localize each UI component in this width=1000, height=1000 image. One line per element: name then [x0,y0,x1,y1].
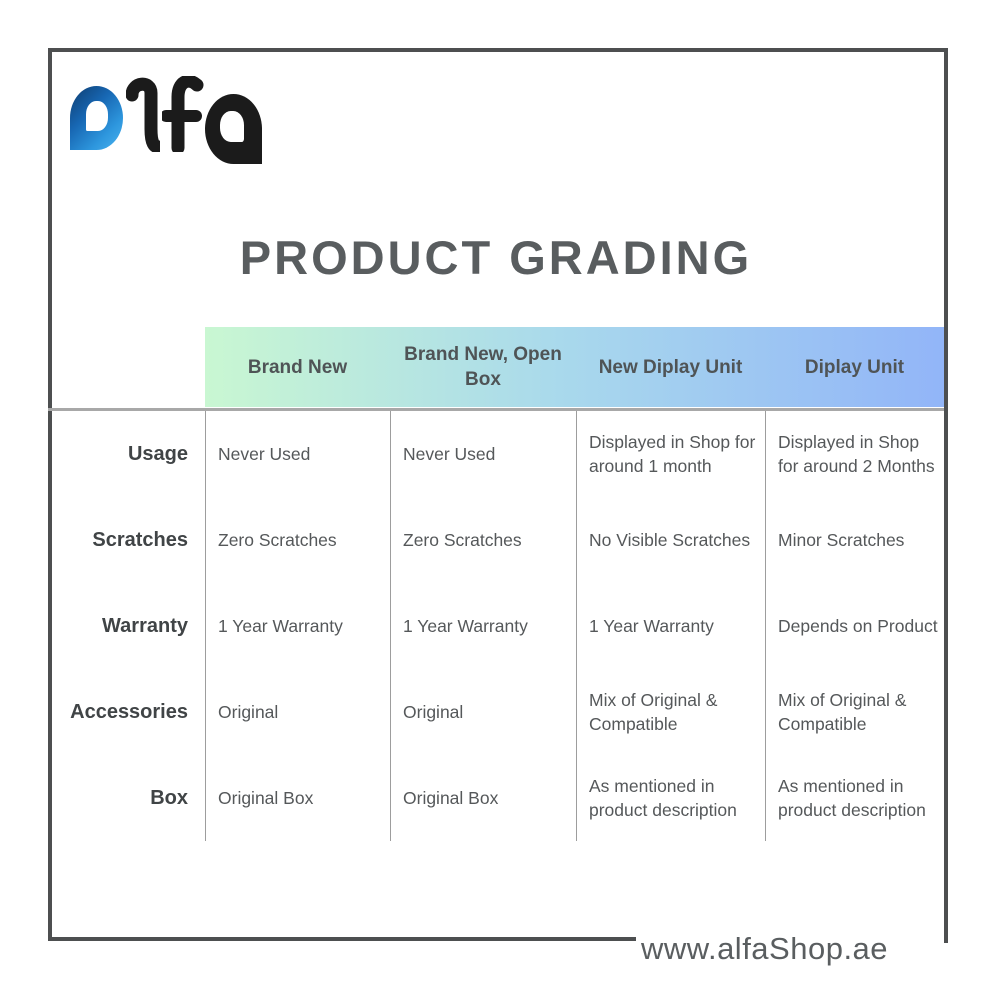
table-cell: Displayed in Shop for around 2 Months [765,411,944,497]
table-cell: 1 Year Warranty [576,583,765,669]
table-cell: Displayed in Shop for around 1 month [576,411,765,497]
logo-letter-l-icon [126,77,160,152]
table-cell: Depends on Product [765,583,944,669]
table-header-row: Brand New Brand New, Open Box New Diplay… [48,327,944,407]
logo-letter-f-icon [162,76,204,152]
table-cell: 1 Year Warranty [205,583,390,669]
table-cell: No Visible Scratches [576,497,765,583]
frame-border-top [48,48,948,52]
frame-border-right [944,48,948,943]
column-header-new-display-unit: New Diplay Unit [598,356,743,378]
table-cell: Original Box [390,755,576,841]
table-cell: Never Used [390,411,576,497]
logo-letter-a-blue-icon [70,86,123,150]
table-cell: Never Used [205,411,390,497]
row-label-usage: Usage [127,442,188,465]
header-spacer [48,327,205,407]
frame-border-left [48,48,52,941]
frame-border-bottom [48,937,636,941]
table-cell: Original [390,669,576,755]
table-header-gradient-band [205,327,944,407]
row-label-warranty: Warranty [102,614,188,637]
column-header-brand-new-open-box: Brand New, Open Box [404,344,562,390]
logo-letter-a-black-icon [205,94,262,164]
table-cell: As mentioned in product description [765,755,944,841]
header-divider-line [48,408,944,411]
table-cell: Zero Scratches [205,497,390,583]
row-label-scratches: Scratches [92,528,188,551]
row-label-box: Box [150,786,188,809]
column-header-brand-new: Brand New [247,356,348,378]
table-cell: Minor Scratches [765,497,944,583]
row-label-accessories: Accessories [70,700,188,723]
alfa-logo [70,76,262,172]
website-url: www.alfaShop.ae [641,931,889,966]
table-cell: Original Box [205,755,390,841]
table-cell: As mentioned in product description [576,755,765,841]
table-cell: Original [205,669,390,755]
table-cell: Zero Scratches [390,497,576,583]
page-title: PRODUCT GRADING [239,231,753,284]
table-cell: Mix of Original & Compatible [765,669,944,755]
table-cell: 1 Year Warranty [390,583,576,669]
grading-table-body: Usage Never Used Never Used Displayed in… [48,411,944,841]
column-header-display-unit: Diplay Unit [804,356,905,378]
table-cell: Mix of Original & Compatible [576,669,765,755]
